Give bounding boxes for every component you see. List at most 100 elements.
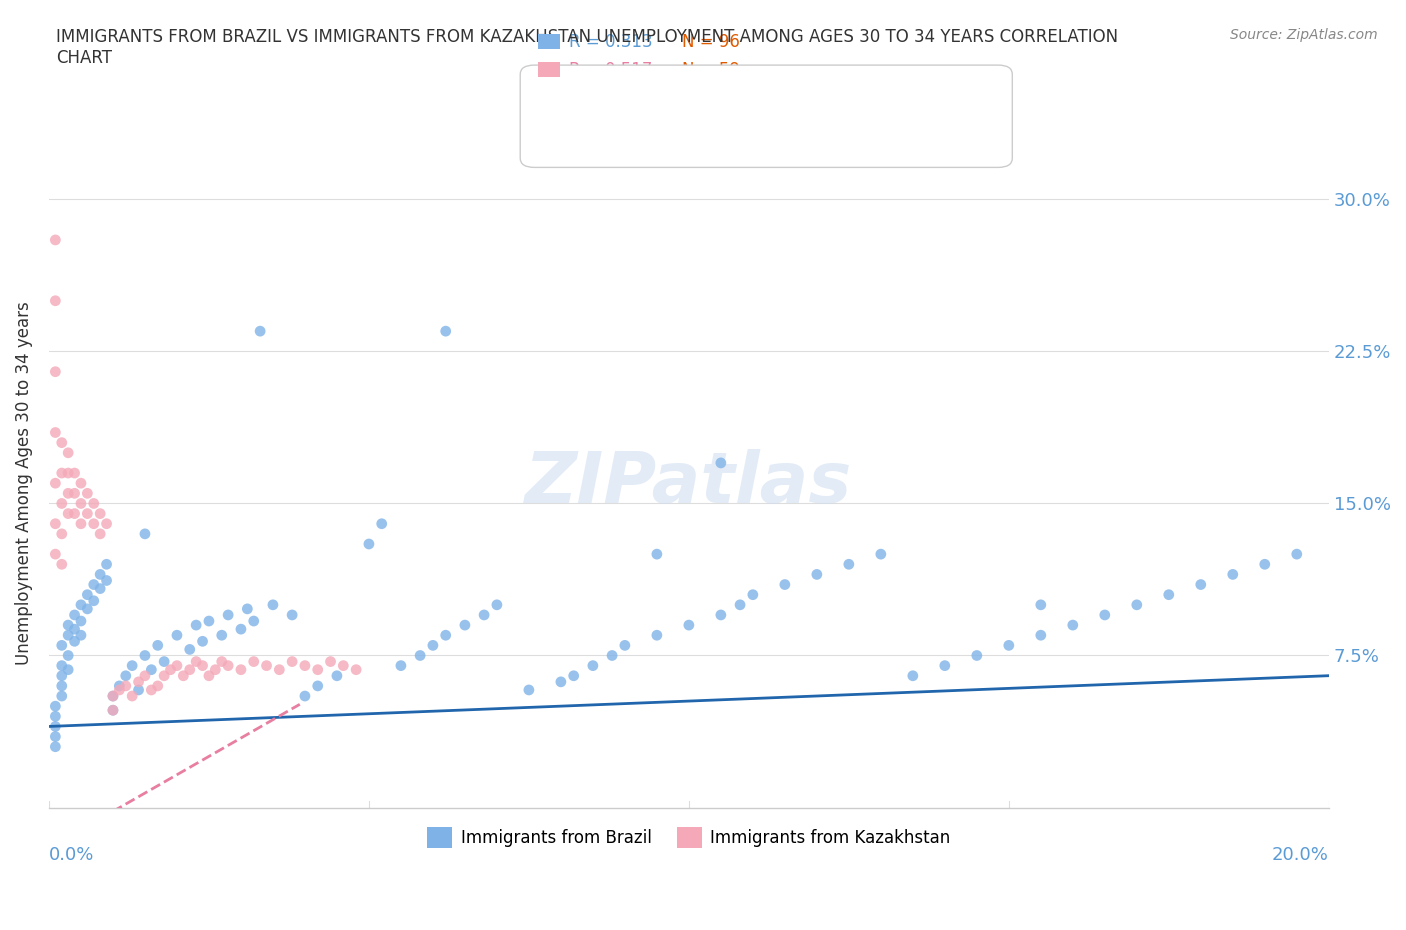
Point <box>108 683 131 698</box>
Point <box>83 578 105 592</box>
Point <box>710 456 733 471</box>
Point <box>63 466 86 481</box>
Point <box>1062 618 1084 632</box>
Point <box>236 602 259 617</box>
Point <box>1029 597 1052 612</box>
Point <box>613 638 636 653</box>
Point <box>44 709 66 724</box>
Point <box>134 648 156 663</box>
Legend: Immigrants from Brazil, Immigrants from Kazakhstan: Immigrants from Brazil, Immigrants from … <box>420 820 957 855</box>
Point <box>562 669 585 684</box>
Point <box>249 324 271 339</box>
Point <box>121 658 143 673</box>
Point <box>901 669 924 684</box>
Point <box>44 293 66 308</box>
Point <box>191 658 214 673</box>
Point <box>307 679 329 694</box>
Point <box>966 648 988 663</box>
Point <box>44 232 66 247</box>
Text: R = 0.313: R = 0.313 <box>569 33 652 51</box>
Point <box>269 662 291 677</box>
Point <box>806 567 828 582</box>
Point <box>56 506 79 521</box>
Point <box>63 634 86 649</box>
Point <box>370 516 392 531</box>
Point <box>550 674 572 689</box>
Point <box>44 516 66 531</box>
Point <box>114 669 136 684</box>
Point <box>51 669 73 684</box>
Point <box>101 688 124 703</box>
Point <box>51 679 73 694</box>
Point <box>389 658 412 673</box>
Point <box>262 597 284 612</box>
Text: R = 0.517: R = 0.517 <box>569 60 652 79</box>
Point <box>357 537 380 551</box>
Point <box>1126 597 1149 612</box>
Point <box>186 654 208 669</box>
Point <box>70 614 93 629</box>
Point <box>198 614 221 629</box>
Point <box>89 581 111 596</box>
Point <box>517 683 540 698</box>
Point <box>70 516 93 531</box>
Point <box>76 506 98 521</box>
Point <box>198 669 221 684</box>
Point <box>728 597 751 612</box>
Point <box>159 662 181 677</box>
Point <box>83 496 105 511</box>
Point <box>710 607 733 622</box>
Point <box>600 648 623 663</box>
Point <box>44 365 66 379</box>
Point <box>485 597 508 612</box>
Point <box>242 614 264 629</box>
Point <box>51 557 73 572</box>
Point <box>114 679 136 694</box>
Point <box>166 628 188 643</box>
Point <box>146 638 169 653</box>
Point <box>63 485 86 500</box>
Point <box>294 658 316 673</box>
Point <box>146 679 169 694</box>
Point <box>217 607 239 622</box>
Point <box>128 674 150 689</box>
Point <box>179 642 201 657</box>
Point <box>1189 578 1212 592</box>
Point <box>56 662 79 677</box>
Text: IMMIGRANTS FROM BRAZIL VS IMMIGRANTS FROM KAZAKHSTAN UNEMPLOYMENT AMONG AGES 30 : IMMIGRANTS FROM BRAZIL VS IMMIGRANTS FRO… <box>56 28 1118 67</box>
Point <box>70 628 93 643</box>
Point <box>134 669 156 684</box>
Point <box>96 557 118 572</box>
Point <box>582 658 605 673</box>
Point <box>76 602 98 617</box>
Point <box>63 622 86 637</box>
Point <box>422 638 444 653</box>
Point <box>70 597 93 612</box>
Point <box>645 628 668 643</box>
Text: 0.0%: 0.0% <box>49 846 94 865</box>
Point <box>56 445 79 460</box>
Point <box>76 587 98 602</box>
Point <box>166 658 188 673</box>
Point <box>934 658 956 673</box>
Point <box>56 466 79 481</box>
Point <box>281 607 304 622</box>
Point <box>134 526 156 541</box>
Point <box>294 688 316 703</box>
Point <box>101 703 124 718</box>
Point <box>44 719 66 734</box>
Point <box>998 638 1021 653</box>
Point <box>51 638 73 653</box>
Point <box>56 628 79 643</box>
Point <box>1029 628 1052 643</box>
Point <box>70 476 93 491</box>
Point <box>51 658 73 673</box>
Point <box>101 688 124 703</box>
Point <box>51 466 73 481</box>
Point <box>51 526 73 541</box>
Point <box>172 669 194 684</box>
Point <box>229 622 252 637</box>
Point <box>89 567 111 582</box>
Point <box>76 485 98 500</box>
Point <box>153 654 176 669</box>
